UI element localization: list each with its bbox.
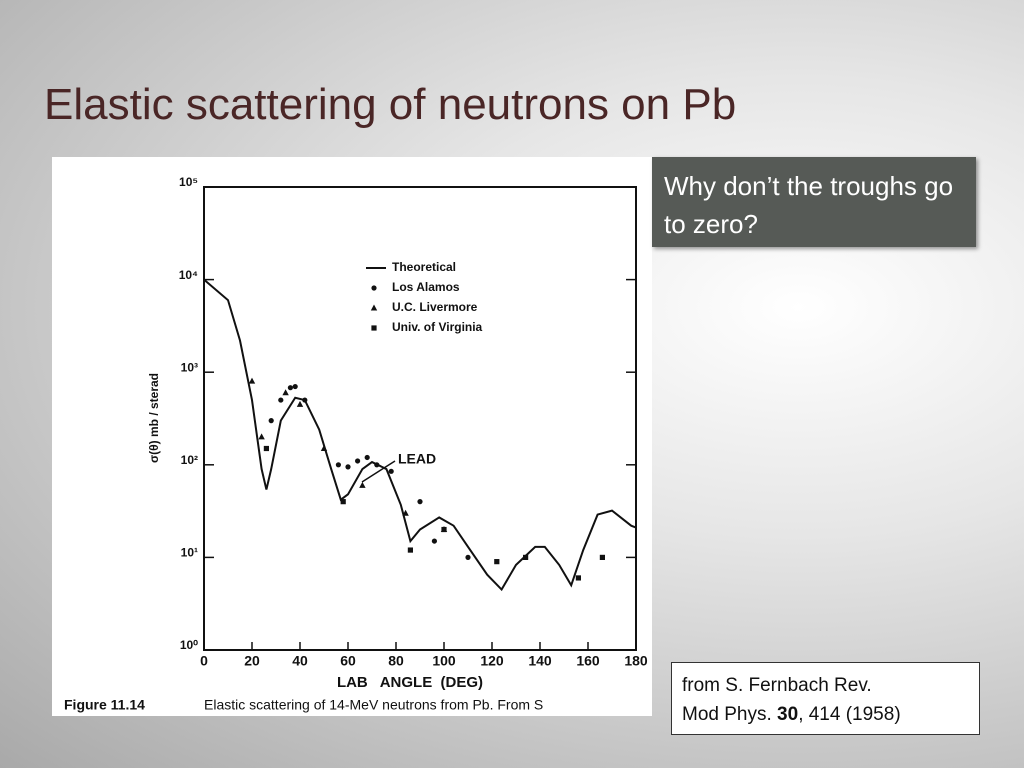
citation-journal: Mod Phys.	[682, 704, 772, 725]
point	[320, 444, 328, 451]
x-axis-label: LAB ANGLE (DEG)	[337, 674, 483, 691]
point	[355, 458, 361, 464]
point	[287, 385, 293, 391]
legend-label: U.C. Livermore	[392, 300, 478, 314]
point	[407, 547, 413, 553]
y-tick-label: 10⁴	[179, 268, 198, 282]
x-tick-label: 40	[292, 653, 308, 669]
citation: from S. Fernbach Rev. Mod Phys. 30, 414 …	[671, 662, 980, 735]
point	[374, 462, 380, 468]
plot: 0 20 40 60 80 100 120 140 160 180 10⁰ 10¹ 10² 10³ 10⁴ 1…	[179, 175, 648, 669]
x-tick-label: 100	[432, 653, 456, 669]
point	[417, 499, 423, 505]
point	[345, 464, 351, 470]
theory-line	[203, 278, 637, 592]
point	[292, 383, 298, 390]
point	[282, 389, 289, 396]
x-tick-label: 20	[244, 653, 260, 669]
point	[402, 509, 409, 516]
citation-volume: 30	[777, 704, 799, 725]
callout: Why don’t the troughs go to zero?	[652, 157, 976, 247]
citation-line: from S. Fernbach Rev.	[682, 675, 872, 696]
point	[599, 554, 605, 560]
legend-swatch	[371, 285, 377, 291]
x-tick-label: 80	[388, 653, 404, 669]
legend-label: Los Alamos	[392, 280, 460, 294]
y-tick-label: 10¹	[181, 546, 198, 560]
x-tick-label: 0	[200, 653, 208, 669]
caption-number: Figure 11.14	[64, 697, 145, 713]
y-tick-label: 10⁵	[179, 175, 198, 189]
point	[296, 400, 304, 407]
y-axis-label: σ(θ) mb / sterad	[147, 373, 161, 463]
legend-swatch	[370, 304, 378, 311]
plot-frame	[203, 186, 637, 651]
annotation-pointer	[361, 460, 396, 483]
point	[258, 433, 265, 440]
point	[523, 554, 529, 560]
y-tick-label: 10⁰	[180, 638, 198, 652]
point	[465, 554, 471, 561]
citation-pages: , 414 (1958)	[798, 704, 901, 725]
point	[278, 397, 284, 403]
citation-line: Mod Phys. 30, 414 (1958)	[682, 700, 969, 729]
legend-label: Theoretical	[392, 260, 456, 274]
point	[575, 575, 581, 581]
point	[494, 559, 500, 565]
point	[248, 377, 256, 384]
point	[268, 418, 274, 424]
x-tick-label: 180	[624, 653, 648, 669]
point	[263, 445, 269, 452]
figure-background	[52, 157, 652, 716]
annotation: LEAD	[398, 451, 436, 467]
point	[359, 481, 366, 488]
x-tick-label: 60	[340, 653, 356, 669]
x-tick-label: 160	[576, 653, 600, 669]
y-tick-label: 10³	[181, 360, 198, 374]
legend-swatch	[371, 325, 377, 331]
point	[335, 462, 341, 468]
point	[340, 499, 346, 505]
point	[364, 454, 370, 461]
point	[441, 526, 447, 533]
caption: Elastic scattering of 14-MeV neutrons fr…	[204, 697, 543, 713]
x-tick-label: 140	[528, 653, 552, 669]
point	[302, 397, 308, 403]
legend-label: Univ. of Virginia	[392, 320, 483, 334]
point	[388, 468, 394, 474]
slide-title: Elastic scattering of neutrons on Pb	[44, 80, 737, 129]
x-tick-label: 120	[480, 653, 504, 669]
point	[431, 538, 437, 544]
y-tick-label: 10²	[181, 453, 198, 467]
